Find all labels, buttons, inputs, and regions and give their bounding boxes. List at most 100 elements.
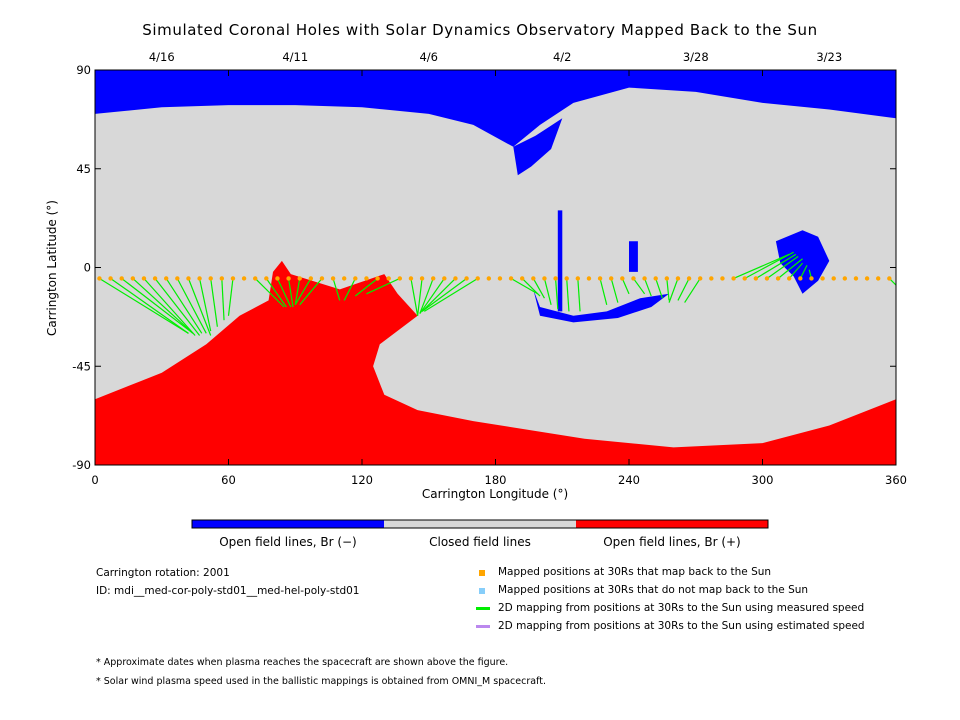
legend-label-mapped: Mapped positions at 30Rs that map back t… xyxy=(498,566,772,578)
mapped-point-58 xyxy=(742,276,747,281)
mapped-point-10 xyxy=(208,276,213,281)
y-tick-label-2: 0 xyxy=(84,261,91,275)
mapping-line-39 xyxy=(610,278,619,303)
mapped-point-8 xyxy=(186,276,191,281)
negative-coronal-hole-3 xyxy=(557,210,563,312)
mapped-point-33 xyxy=(464,276,469,281)
mapped-point-24 xyxy=(364,276,369,281)
mapped-point-62 xyxy=(787,276,792,281)
mapped-point-64 xyxy=(809,276,814,281)
mapping-line-5 xyxy=(154,278,201,336)
mapped-point-17 xyxy=(286,276,291,281)
mapping-line-23 xyxy=(366,277,401,295)
colorbar-label-negative: Open field lines, Br (−) xyxy=(219,535,357,549)
mapping-line-14 xyxy=(265,278,287,308)
colorbar-negative xyxy=(192,520,384,528)
mapping-line-38 xyxy=(599,278,608,305)
mapped-point-38 xyxy=(520,276,525,281)
x-tick-label-0: 0 xyxy=(91,473,98,487)
y-axis-label: Carrington Latitude (°) xyxy=(45,200,59,336)
negative-coronal-hole-5 xyxy=(775,230,830,294)
mapped-point-60 xyxy=(764,276,770,281)
mapped-point-40 xyxy=(542,276,547,281)
model-id: ID: mdi__med-cor-poly-std01__med-hel-pol… xyxy=(96,585,360,597)
field-regions xyxy=(95,70,896,465)
x-axis: 0 60 120 180 240 300 360 xyxy=(91,70,907,487)
mapped-point-43 xyxy=(575,276,581,281)
mapped-point-4 xyxy=(141,276,147,281)
mapping-line-25 xyxy=(417,278,423,316)
mapped-point-19 xyxy=(308,276,314,281)
mapping-line-45 xyxy=(668,278,679,303)
mapping-line-52 xyxy=(777,258,803,279)
mapped-point-3 xyxy=(130,276,136,281)
mapped-point-30 xyxy=(431,276,436,281)
mapping-line-26 xyxy=(419,278,434,314)
mapping-line-16 xyxy=(287,278,294,308)
mapped-point-12 xyxy=(230,276,236,281)
mapping-line-11 xyxy=(221,278,225,321)
mapped-point-25 xyxy=(375,276,380,281)
mapping-line-32 xyxy=(521,278,541,297)
x-tick-label-1: 60 xyxy=(221,473,236,487)
mapped-point-23 xyxy=(353,276,358,281)
mapped-point-18 xyxy=(297,276,302,281)
mapped-point-67 xyxy=(842,276,848,281)
mapping-line-30 xyxy=(423,277,479,312)
mapped-point-5 xyxy=(152,276,158,281)
mapping-line-33 xyxy=(532,278,545,299)
mapped-point-51 xyxy=(664,276,670,281)
legend-label-measured: 2D mapping from positions at 30Rs to the… xyxy=(498,602,865,614)
mapping-line-49 xyxy=(744,251,794,280)
negative-coronal-hole-2 xyxy=(533,289,669,323)
mapped-point-34 xyxy=(475,276,480,281)
date-tick-label-5: 3/23 xyxy=(816,50,842,64)
mapped-point-13 xyxy=(241,276,247,281)
mapped-point-57 xyxy=(731,276,736,281)
mapped-point-68 xyxy=(853,276,859,281)
mapping-line-43 xyxy=(655,278,663,299)
legend-swatch-measured xyxy=(476,607,490,610)
mapping-line-42 xyxy=(644,278,652,297)
x-tick-label-3: 180 xyxy=(485,473,507,487)
mapping-line-4 xyxy=(143,278,196,336)
mapping-line-36 xyxy=(566,278,570,312)
mapped-point-37 xyxy=(508,276,514,281)
legend-label-unmapped: Mapped positions at 30Rs that do not map… xyxy=(498,584,809,596)
mapped-point-61 xyxy=(775,276,781,281)
x-axis-label: Carrington Longitude (°) xyxy=(422,487,568,501)
mapped-point-52 xyxy=(675,276,681,281)
mapped-point-2 xyxy=(119,276,124,281)
carrington-rotation: Carrington rotation: 2001 xyxy=(96,567,230,579)
legend-swatch-estimated xyxy=(476,625,490,628)
mapped-point-31 xyxy=(442,276,447,281)
mapped-point-35 xyxy=(486,276,492,281)
positive-coronal-hole-6 xyxy=(95,260,896,465)
y-tick-label-4: -90 xyxy=(72,458,91,472)
x-tick-label-5: 300 xyxy=(752,473,774,487)
mapped-point-0 xyxy=(97,276,102,281)
negative-coronal-hole-4 xyxy=(629,241,638,272)
mapping-line-44 xyxy=(666,278,670,301)
mapped-point-16 xyxy=(275,276,280,281)
mapped-point-46 xyxy=(609,276,614,281)
mapping-line-20 xyxy=(332,278,341,301)
y-axis: 90 45 0 -45 -90 xyxy=(72,63,896,472)
legend-swatch-mapped xyxy=(479,570,485,576)
mapping-line-50 xyxy=(755,253,797,279)
mapping-line-17 xyxy=(294,278,301,305)
mapped-point-28 xyxy=(408,276,414,281)
mapping-line-28 xyxy=(421,278,456,312)
mapped-point-26 xyxy=(386,276,391,281)
legend-label-estimated: 2D mapping from positions at 30Rs to the… xyxy=(498,620,865,632)
legend-swatch-unmapped xyxy=(479,588,485,594)
colorbar xyxy=(191,519,769,529)
date-tick-label-4: 3/28 xyxy=(683,50,709,64)
mapping-line-53 xyxy=(788,262,804,279)
mapping-line-48 xyxy=(733,253,790,280)
mapped-point-48 xyxy=(631,276,636,281)
mapped-point-20 xyxy=(319,276,325,281)
mapped-point-36 xyxy=(497,276,503,281)
mapping-line-40 xyxy=(621,278,630,295)
